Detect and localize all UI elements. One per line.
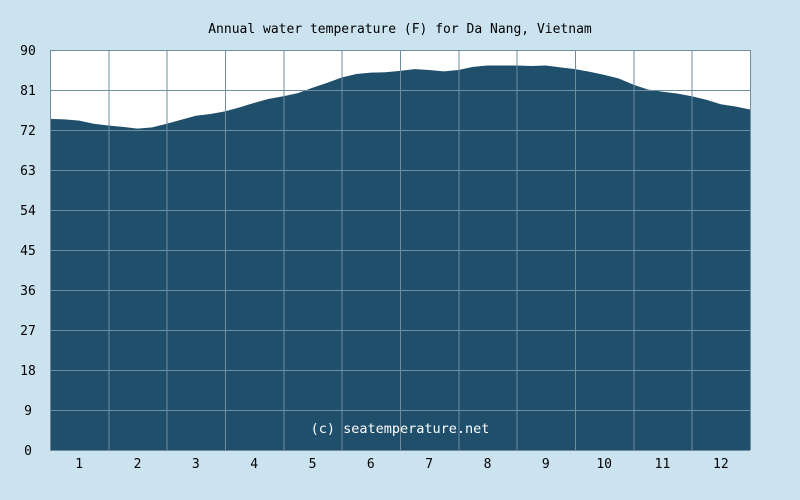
chart-title: Annual water temperature (F) for Da Nang…	[208, 22, 592, 37]
y-tick-label: 18	[20, 364, 36, 379]
x-tick-label: 4	[250, 457, 258, 472]
x-axis-ticks: 1 2 3 4 5 6 7 8 9 10 11 12	[75, 457, 728, 472]
y-tick-label: 0	[24, 444, 32, 459]
y-tick-label: 54	[20, 204, 36, 219]
x-tick-label: 5	[309, 457, 317, 472]
y-axis-ticks: 0 9 18 27 36 45 54 63 72 81 90	[20, 44, 36, 459]
y-tick-label: 9	[24, 404, 32, 419]
x-tick-label: 9	[542, 457, 550, 472]
y-tick-label: 81	[20, 84, 36, 99]
y-tick-label: 45	[20, 244, 36, 259]
x-tick-label: 3	[192, 457, 200, 472]
x-tick-label: 7	[425, 457, 433, 472]
x-tick-label: 8	[484, 457, 492, 472]
x-tick-label: 10	[596, 457, 612, 472]
watermark-text: (c) seatemperature.net	[311, 421, 490, 437]
x-tick-label: 1	[75, 457, 83, 472]
y-tick-label: 36	[20, 284, 36, 299]
x-tick-label: 11	[655, 457, 671, 472]
y-tick-label: 90	[20, 44, 36, 59]
y-tick-label: 63	[20, 164, 36, 179]
y-tick-label: 72	[20, 124, 36, 139]
x-tick-label: 6	[367, 457, 375, 472]
grid-layer	[50, 50, 751, 451]
x-tick-label: 2	[134, 457, 142, 472]
y-tick-label: 27	[20, 324, 36, 339]
x-tick-label: 12	[713, 457, 729, 472]
